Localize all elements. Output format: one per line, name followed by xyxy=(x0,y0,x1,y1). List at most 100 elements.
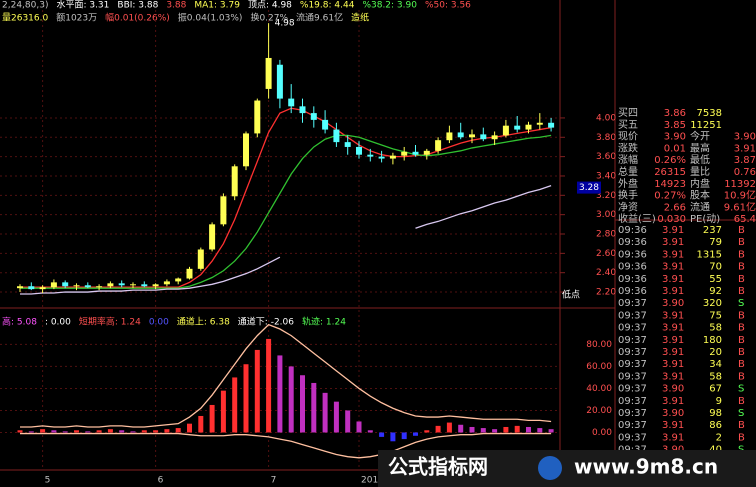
quote-value: 0.01 xyxy=(664,143,686,154)
trade-price: 3.91 xyxy=(662,335,684,346)
trade-side: B xyxy=(738,432,745,443)
header-text: 额1023万 xyxy=(56,12,97,24)
quote-label: 最低 xyxy=(690,153,710,166)
trade-price: 3.91 xyxy=(662,420,684,431)
indicator-bar xyxy=(514,425,520,433)
trade-price: 3.91 xyxy=(662,396,684,407)
trade-volume: 98 xyxy=(709,408,722,419)
indicator-bar xyxy=(277,355,283,433)
candle-body xyxy=(344,142,351,147)
trade-side: S xyxy=(738,298,744,309)
y-tick-label: 3.60 xyxy=(596,152,616,162)
trade-volume: 67 xyxy=(709,384,722,395)
y-tick-label: 4.00 xyxy=(596,113,616,123)
trade-time: 09:37 xyxy=(618,347,647,358)
trade-price: 3.91 xyxy=(662,323,684,334)
candle-body xyxy=(412,151,419,155)
trade-volume: 70 xyxy=(709,262,722,273)
trade-time: 09:37 xyxy=(618,408,647,419)
watermark-url: www.9m8.cn xyxy=(574,455,718,479)
trade-volume: 9 xyxy=(716,396,722,407)
trade-volume: 55 xyxy=(709,274,722,285)
quote-value: 0.27% xyxy=(654,191,686,202)
quote-value: 11392 xyxy=(724,179,756,190)
trade-volume: 20 xyxy=(709,347,722,358)
trade-side: B xyxy=(738,310,745,321)
indicator-bar xyxy=(130,431,136,433)
indicator-bar xyxy=(40,429,46,433)
header-text: 0.00 xyxy=(149,318,169,328)
trade-time: 09:36 xyxy=(618,286,647,297)
trade-side: B xyxy=(738,335,745,346)
quote-label: 11251 xyxy=(690,120,722,131)
candle-body xyxy=(243,133,249,167)
trade-side: B xyxy=(738,249,745,260)
indicator-bar xyxy=(288,366,294,433)
indicator-bar xyxy=(379,432,385,437)
candle-body xyxy=(96,286,103,288)
quote-value: 3.90 xyxy=(664,132,686,143)
trade-time: 09:37 xyxy=(618,359,647,370)
trade-volume: 79 xyxy=(709,237,722,248)
indicator-bar xyxy=(345,410,351,433)
trade-time: 09:37 xyxy=(618,384,647,395)
trade-side: B xyxy=(738,286,745,297)
indicator-bar xyxy=(435,425,441,433)
candle-body xyxy=(356,146,362,155)
indicator-bar xyxy=(322,392,328,433)
candle-body xyxy=(333,129,340,143)
candle-body xyxy=(310,113,317,120)
quote-value: 3.86 xyxy=(664,108,686,119)
trade-price: 3.91 xyxy=(662,347,684,358)
indicator-bar xyxy=(198,415,204,433)
indicator-bar xyxy=(367,430,373,433)
candle-body xyxy=(367,154,374,157)
quote-label: 换手 xyxy=(618,189,638,202)
trade-price: 3.91 xyxy=(662,286,684,297)
candle-body xyxy=(299,106,306,114)
trade-volume: 34 xyxy=(709,359,722,370)
header-text: 2,24,80,3) xyxy=(2,1,48,11)
candle-body xyxy=(446,132,453,141)
ma-line xyxy=(20,185,552,295)
indicator-bar xyxy=(28,431,34,433)
indicator-line xyxy=(20,323,552,428)
x-tick-label: 6 xyxy=(158,476,164,486)
candle-body xyxy=(50,282,57,288)
trade-side: B xyxy=(738,371,745,382)
indicator-bar xyxy=(311,382,317,433)
indicator-bar xyxy=(424,430,430,433)
candle-body xyxy=(322,119,329,130)
indicator-bar xyxy=(503,426,509,433)
candle-body xyxy=(276,64,283,99)
indicator-bar xyxy=(17,430,23,433)
candle-body xyxy=(435,140,442,151)
quote-value: 26315 xyxy=(654,167,686,178)
header-text: 轨迹: 1.24 xyxy=(302,316,346,328)
trade-price: 3.91 xyxy=(662,225,684,236)
y-tick-label: 60.00 xyxy=(586,362,612,372)
y-tick-label: 40.00 xyxy=(586,384,612,394)
trade-time: 09:37 xyxy=(618,298,647,309)
trade-time: 09:37 xyxy=(618,396,647,407)
quote-label: 内盘 xyxy=(690,177,710,190)
candle-body xyxy=(141,284,148,287)
trade-side: S xyxy=(738,384,744,395)
indicator-bar xyxy=(107,429,113,433)
quote-label: 量比 xyxy=(690,166,710,178)
indicator-bar xyxy=(232,377,238,433)
axis-marker-label: 3.28 xyxy=(579,183,599,193)
candle-body xyxy=(28,286,35,290)
header-text: %38.2: 3.90 xyxy=(362,1,417,11)
candle-body xyxy=(378,156,385,159)
y-tick-label: 20.00 xyxy=(586,406,612,416)
indicator-line xyxy=(20,432,552,459)
candle-body xyxy=(118,283,125,286)
candle-body xyxy=(502,125,509,136)
quote-label: 现价 xyxy=(618,131,638,143)
header-text: 短期率高: 1.24 xyxy=(79,316,141,328)
indicator-bar xyxy=(164,429,170,433)
